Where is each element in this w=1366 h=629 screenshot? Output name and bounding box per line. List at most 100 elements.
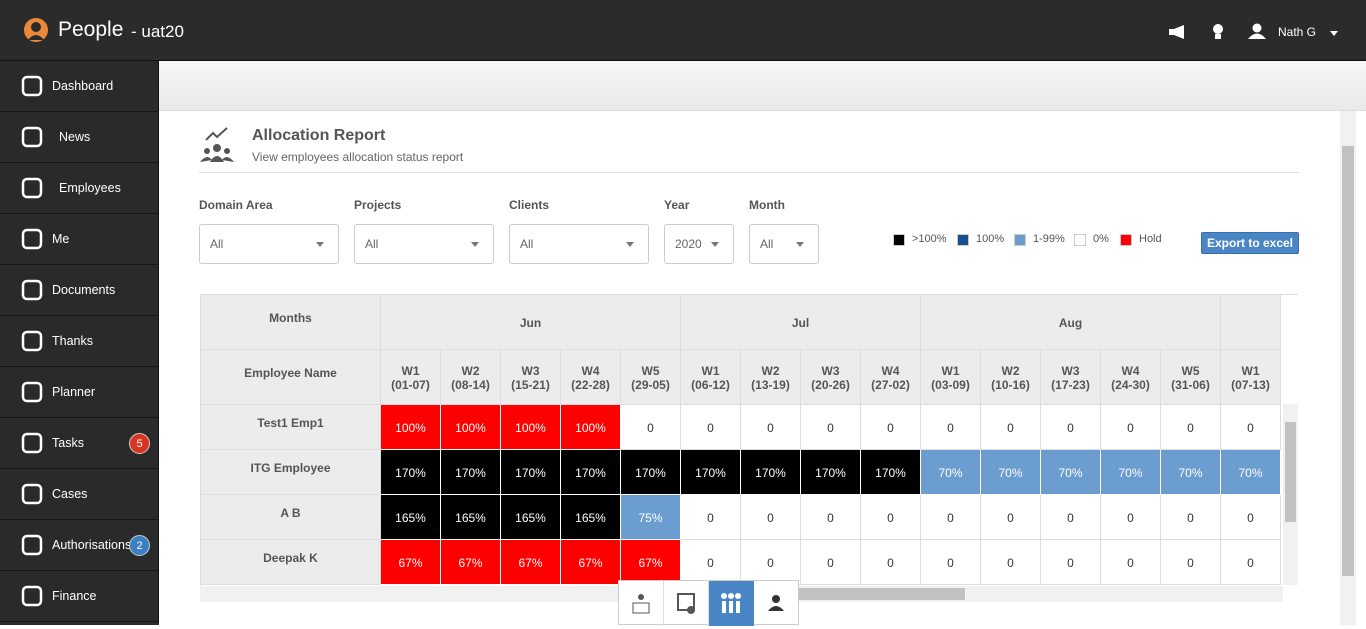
allocation-cell[interactable]: 0: [741, 540, 801, 585]
allocation-cell[interactable]: 165%: [501, 495, 561, 540]
user-icon[interactable]: [1248, 23, 1266, 39]
allocation-cell[interactable]: 0: [681, 495, 741, 540]
allocation-cell[interactable]: 170%: [681, 450, 741, 495]
allocation-cell[interactable]: 0: [1161, 495, 1221, 540]
allocation-cell[interactable]: 0: [741, 405, 801, 450]
employee-name: Test1 Emp1: [201, 405, 381, 450]
allocation-cell[interactable]: 67%: [381, 540, 441, 585]
allocation-cell[interactable]: 0: [921, 540, 981, 585]
allocation-cell[interactable]: 67%: [621, 540, 681, 585]
allocation-cell[interactable]: 100%: [501, 405, 561, 450]
months-header: Months: [201, 295, 381, 350]
allocation-cell[interactable]: 170%: [741, 450, 801, 495]
filter-label: Year: [664, 198, 690, 212]
nav-item[interactable]: Authorisations 2: [0, 520, 159, 571]
month-label: Aug: [1058, 316, 1083, 330]
allocation-cell[interactable]: 0: [1221, 405, 1281, 450]
allocation-value: 70%: [998, 466, 1023, 480]
allocation-cell[interactable]: 100%: [441, 405, 501, 450]
allocation-value: 0: [767, 421, 774, 435]
filter-select[interactable]: 2020: [664, 224, 734, 264]
allocation-cell[interactable]: 170%: [501, 450, 561, 495]
nav-item[interactable]: Employees: [0, 163, 159, 214]
nav-item[interactable]: Me: [0, 214, 159, 265]
allocation-cell[interactable]: 170%: [561, 450, 621, 495]
allocation-cell[interactable]: 0: [1041, 405, 1101, 450]
view-button[interactable]: [619, 581, 664, 626]
allocation-cell[interactable]: 0: [1161, 405, 1221, 450]
nav-item[interactable]: Documents: [0, 265, 159, 316]
announce-icon[interactable]: [1168, 24, 1190, 40]
filter-select[interactable]: All: [354, 224, 494, 264]
view-button[interactable]: [754, 581, 799, 626]
nav-icon: [21, 585, 43, 607]
allocation-cell[interactable]: 0: [861, 540, 921, 585]
allocation-value: 0: [707, 511, 714, 525]
allocation-cell[interactable]: 0: [741, 495, 801, 540]
allocation-cell[interactable]: 170%: [861, 450, 921, 495]
allocation-cell[interactable]: 0: [921, 405, 981, 450]
allocation-cell[interactable]: 70%: [981, 450, 1041, 495]
allocation-cell[interactable]: 0: [801, 495, 861, 540]
view-button-active[interactable]: [709, 581, 754, 626]
nav-item[interactable]: Dashboard: [0, 61, 159, 112]
allocation-cell[interactable]: 165%: [561, 495, 621, 540]
nav-item[interactable]: Planner: [0, 367, 159, 418]
allocation-cell[interactable]: 70%: [1221, 450, 1281, 495]
allocation-cell[interactable]: 0: [801, 405, 861, 450]
allocation-cell[interactable]: 0: [801, 540, 861, 585]
allocation-value: 170%: [875, 466, 906, 480]
nav-item[interactable]: Cases: [0, 469, 159, 520]
nav-item[interactable]: Tasks 5: [0, 418, 159, 469]
allocation-cell[interactable]: 67%: [501, 540, 561, 585]
allocation-cell[interactable]: 0: [981, 495, 1041, 540]
allocation-cell[interactable]: 67%: [561, 540, 621, 585]
employee-label: Test1 Emp1: [257, 416, 324, 430]
week-label: W5: [1181, 364, 1200, 378]
allocation-cell[interactable]: 170%: [801, 450, 861, 495]
allocation-cell[interactable]: 165%: [441, 495, 501, 540]
allocation-cell[interactable]: 0: [1101, 495, 1161, 540]
allocation-cell[interactable]: 100%: [561, 405, 621, 450]
view-button[interactable]: [664, 581, 709, 626]
allocation-cell[interactable]: 170%: [441, 450, 501, 495]
allocation-cell[interactable]: 70%: [1101, 450, 1161, 495]
allocation-cell[interactable]: 0: [1101, 405, 1161, 450]
allocation-cell[interactable]: 170%: [621, 450, 681, 495]
allocation-cell[interactable]: 0: [621, 405, 681, 450]
allocation-cell[interactable]: 67%: [441, 540, 501, 585]
user-name[interactable]: Nath G: [1278, 25, 1317, 39]
allocation-cell[interactable]: 0: [921, 495, 981, 540]
nav-item[interactable]: Finance: [0, 571, 159, 622]
week-label: W1: [701, 364, 720, 378]
nav-item[interactable]: News: [0, 112, 159, 163]
allocation-cell[interactable]: 0: [681, 405, 741, 450]
idea-icon[interactable]: [1210, 22, 1226, 42]
allocation-cell[interactable]: 0: [1161, 540, 1221, 585]
allocation-cell[interactable]: 70%: [1161, 450, 1221, 495]
allocation-cell[interactable]: 0: [861, 405, 921, 450]
export-button[interactable]: Export to excel: [1201, 232, 1299, 254]
nav-item[interactable]: Thanks: [0, 316, 159, 367]
table-vscroll[interactable]: [1283, 404, 1298, 585]
allocation-cell[interactable]: 0: [1041, 495, 1101, 540]
allocation-cell[interactable]: 75%: [621, 495, 681, 540]
allocation-cell[interactable]: 0: [861, 495, 921, 540]
allocation-cell[interactable]: 0: [981, 405, 1041, 450]
allocation-cell[interactable]: 70%: [1041, 450, 1101, 495]
allocation-cell[interactable]: 70%: [921, 450, 981, 495]
allocation-cell[interactable]: 0: [1101, 540, 1161, 585]
allocation-cell[interactable]: 0: [1221, 540, 1281, 585]
filter-select[interactable]: All: [199, 224, 339, 264]
filter-select[interactable]: All: [509, 224, 649, 264]
filter-select[interactable]: All: [749, 224, 819, 264]
allocation-cell[interactable]: 170%: [381, 450, 441, 495]
allocation-cell[interactable]: 0: [981, 540, 1041, 585]
allocation-value: 0: [827, 511, 834, 525]
allocation-cell[interactable]: 100%: [381, 405, 441, 450]
allocation-cell[interactable]: 0: [681, 540, 741, 585]
allocation-cell[interactable]: 0: [1041, 540, 1101, 585]
allocation-cell[interactable]: 165%: [381, 495, 441, 540]
allocation-cell[interactable]: 0: [1221, 495, 1281, 540]
page-scrollbar[interactable]: [1340, 111, 1356, 625]
